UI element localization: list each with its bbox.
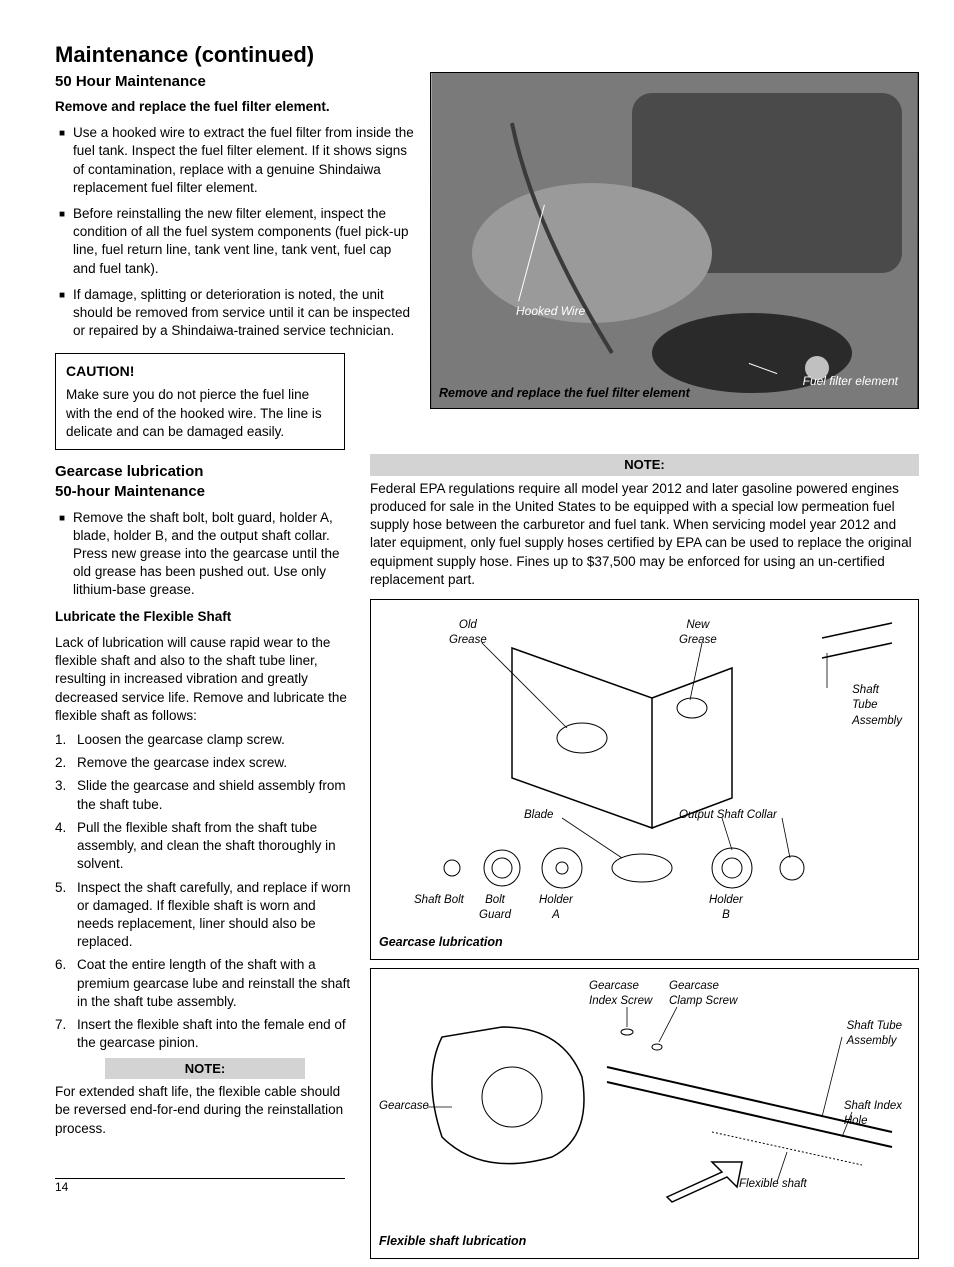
fig2-caption: Gearcase lubrication (379, 934, 910, 951)
epa-note-text: Federal EPA regulations require all mode… (370, 480, 919, 589)
label-gearcase: Gearcase (379, 1099, 429, 1115)
note-bar-epa: NOTE: (370, 454, 919, 476)
gearcase-bullet-list: Remove the shaft bolt, bolt guard, holde… (55, 509, 355, 600)
step-text: Insert the flexible shaft into the femal… (77, 1016, 355, 1052)
section-intro: Remove and replace the fuel filter eleme… (55, 98, 415, 116)
label-fuel-filter: Fuel filter element (803, 373, 898, 389)
caution-text: Make sure you do not pierce the fuel lin… (66, 386, 334, 441)
label-clamp-screw: Gearcase Clamp Screw (669, 979, 737, 1010)
label-bolt-guard: Bolt Guard (479, 893, 511, 924)
label-blade: Blade (524, 808, 553, 824)
label-holder-b: Holder B (709, 893, 743, 924)
step-text: Remove the gearcase index screw. (77, 754, 287, 772)
page-number: 14 (55, 1178, 345, 1195)
step-text: Inspect the shaft carefully, and replace… (77, 879, 355, 952)
flex-intro: Lack of lubrication will cause rapid wea… (55, 634, 355, 725)
label-index-screw: Gearcase Index Screw (589, 979, 652, 1010)
bullet-text: Remove the shaft bolt, bolt guard, holde… (73, 509, 355, 600)
engine-photo-svg (431, 73, 918, 408)
fuel-filter-steps: Use a hooked wire to extract the fuel fi… (55, 124, 415, 340)
bottom-note-text: For extended shaft life, the flexible ca… (55, 1083, 355, 1138)
label-new-grease: New Grease (679, 618, 717, 649)
page-title: Maintenance (continued) (55, 40, 919, 70)
top-right-column: Hooked Wire Fuel filter element Remove a… (430, 72, 919, 450)
mid-section: Gearcase lubrication 50-hour Maintenance… (55, 450, 919, 1267)
label-output-collar: Output Shaft Collar (679, 808, 777, 824)
label-shaft-bolt: Shaft Bolt (414, 893, 464, 909)
label-index-hole: Shaft Index Hole (844, 1099, 902, 1130)
bullet-text: Before reinstalling the new filter eleme… (73, 205, 415, 278)
label-old-grease: Old Grease (449, 618, 487, 649)
gearcase-diagram: Old Grease New Grease Shaft Tube Assembl… (379, 608, 910, 928)
top-left-column: 50 Hour Maintenance Remove and replace t… (55, 72, 415, 450)
flex-shaft-heading: Lubricate the Flexible Shaft (55, 608, 355, 626)
fig1-caption: Remove and replace the fuel filter eleme… (439, 385, 690, 402)
figure-fuel-filter: Hooked Wire Fuel filter element Remove a… (430, 72, 919, 409)
step-text: Slide the gearcase and shield assembly f… (77, 777, 355, 813)
caution-box: CAUTION! Make sure you do not pierce the… (55, 353, 345, 451)
label-hooked-wire: Hooked Wire (516, 303, 585, 319)
gearcase-svg (379, 608, 910, 928)
figure-flex-shaft: Gearcase Index Screw Gearcase Clamp Scre… (370, 968, 919, 1259)
section-heading-50hr: 50 Hour Maintenance (55, 72, 415, 92)
flex-shaft-diagram: Gearcase Index Screw Gearcase Clamp Scre… (379, 977, 910, 1227)
step-text: Pull the flexible shaft from the shaft t… (77, 819, 355, 874)
label-flex-shaft: Flexible shaft (739, 1177, 807, 1193)
mid-left-column: Gearcase lubrication 50-hour Maintenance… (55, 450, 355, 1267)
fuel-filter-photo: Hooked Wire Fuel filter element Remove a… (431, 73, 918, 408)
label-holder-a: Holder A (539, 893, 573, 924)
figure-gearcase-lube: Old Grease New Grease Shaft Tube Assembl… (370, 599, 919, 960)
fig3-caption: Flexible shaft lubrication (379, 1233, 910, 1250)
step-text: Loosen the gearcase clamp screw. (77, 731, 285, 749)
gearcase-heading: Gearcase lubrication 50-hour Maintenance (55, 462, 355, 503)
step-text: Coat the entire length of the shaft with… (77, 956, 355, 1011)
top-section: 50 Hour Maintenance Remove and replace t… (55, 72, 919, 450)
note-bar-bottom: NOTE: (105, 1058, 305, 1080)
bullet-text: If damage, splitting or deterioration is… (73, 286, 415, 341)
flex-steps-list: 1.Loosen the gearcase clamp screw. 2.Rem… (55, 731, 355, 1053)
label-shaft-tube-assy: Shaft Tube Assembly (847, 1019, 902, 1050)
flex-svg (379, 977, 910, 1227)
bullet-text: Use a hooked wire to extract the fuel fi… (73, 124, 415, 197)
caution-title: CAUTION! (66, 362, 334, 381)
mid-right-column: NOTE: Federal EPA regulations require al… (370, 450, 919, 1267)
label-shaft-tube: Shaft Tube Assembly (852, 683, 902, 730)
